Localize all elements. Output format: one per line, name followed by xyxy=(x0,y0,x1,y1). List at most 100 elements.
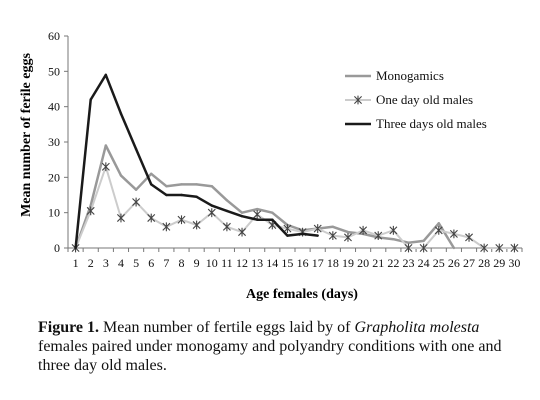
data-point-marker xyxy=(328,231,337,241)
y-tick-label: 20 xyxy=(48,170,60,184)
caption-text-1: Mean number of fertile eggs laid by of xyxy=(99,319,355,336)
x-tick-label: 5 xyxy=(133,256,139,270)
data-point xyxy=(422,239,425,243)
data-point-marker xyxy=(253,210,262,219)
data-point-marker xyxy=(419,243,428,253)
data-point-marker xyxy=(404,243,413,253)
x-tick-label: 25 xyxy=(433,256,445,270)
data-point xyxy=(134,188,138,191)
x-tick-label: 28 xyxy=(478,256,490,270)
data-point-marker xyxy=(343,233,352,242)
data-point xyxy=(452,246,456,250)
data-point xyxy=(392,237,395,241)
data-point xyxy=(255,218,259,221)
data-point xyxy=(240,211,244,214)
x-tick-label: 29 xyxy=(493,256,505,270)
data-point-marker xyxy=(132,197,141,207)
x-tick-label: 23 xyxy=(403,256,415,270)
x-tick-label: 9 xyxy=(194,256,200,270)
series-three-days-old-males xyxy=(74,73,319,250)
data-point-marker xyxy=(116,213,125,223)
x-tick-label: 19 xyxy=(342,256,354,270)
data-point xyxy=(210,204,213,207)
y-tick-label: 0 xyxy=(54,241,60,255)
y-tick-label: 30 xyxy=(48,135,60,149)
data-point xyxy=(119,174,123,177)
data-point-marker xyxy=(510,243,519,253)
legend-marker xyxy=(354,95,362,105)
data-point-marker xyxy=(177,215,186,225)
data-point xyxy=(150,172,153,175)
data-point-marker xyxy=(465,233,474,242)
data-point xyxy=(271,218,274,221)
data-point xyxy=(165,184,168,188)
data-point xyxy=(104,144,108,147)
data-point xyxy=(210,184,213,188)
figure-caption: Figure 1. Mean number of fertile eggs la… xyxy=(38,318,528,375)
x-tick-label: 2 xyxy=(88,256,94,270)
data-point-marker xyxy=(495,243,504,253)
data-point-marker xyxy=(449,229,458,239)
x-tick-label: 14 xyxy=(266,256,278,270)
data-point-marker xyxy=(374,231,383,241)
y-tick-label: 40 xyxy=(48,100,60,114)
data-point-marker xyxy=(238,227,247,237)
data-point-marker xyxy=(283,224,292,233)
data-point xyxy=(225,209,229,213)
x-tick-label: 24 xyxy=(418,256,430,270)
data-point-marker xyxy=(86,206,95,216)
x-tick-label: 6 xyxy=(148,256,154,270)
legend-label: Three days old males xyxy=(376,116,487,131)
x-tick-label: 4 xyxy=(118,256,124,270)
data-point-marker xyxy=(434,225,443,235)
data-point-marker xyxy=(192,220,201,230)
x-tick-label: 7 xyxy=(163,256,169,270)
x-tick-label: 15 xyxy=(281,256,293,270)
x-tick-label: 27 xyxy=(463,256,475,270)
data-point xyxy=(89,98,92,101)
x-tick-label: 16 xyxy=(297,256,309,270)
x-tick-label: 21 xyxy=(372,256,384,270)
y-axis-label: Mean number of ferile eggs xyxy=(19,53,34,217)
y-tick-label: 10 xyxy=(48,206,60,220)
x-tick-label: 12 xyxy=(236,256,248,270)
legend-label: Monogamics xyxy=(376,68,444,83)
x-tick-label: 8 xyxy=(179,256,185,270)
data-point xyxy=(104,73,108,77)
chart-legend: Monogamics One day old males Three days ol… xyxy=(345,68,487,131)
data-point xyxy=(407,241,410,244)
caption-label: Figure 1. xyxy=(38,319,100,336)
series-monogamics xyxy=(74,144,456,250)
x-tick-label: 30 xyxy=(508,256,520,270)
data-point xyxy=(165,193,168,197)
x-tick-label: 10 xyxy=(206,256,218,270)
data-point-marker xyxy=(359,225,368,235)
y-tick-label: 50 xyxy=(48,64,60,78)
data-point xyxy=(240,215,244,218)
data-point xyxy=(271,211,274,214)
data-point-marker xyxy=(101,162,110,172)
data-point xyxy=(195,195,198,198)
data-point xyxy=(437,222,440,225)
data-point-marker xyxy=(207,208,216,218)
data-point-marker xyxy=(147,213,156,223)
data-point-marker xyxy=(162,222,171,232)
data-point xyxy=(150,183,153,186)
data-point-marker xyxy=(222,222,231,232)
legend-label: One day old males xyxy=(376,92,473,107)
series-one-day-old-males xyxy=(71,162,519,253)
data-point xyxy=(195,183,198,186)
data-point xyxy=(180,183,183,186)
data-point xyxy=(301,232,304,236)
data-point xyxy=(346,230,350,234)
x-tick-label: 20 xyxy=(357,256,369,270)
x-axis-label: Age females (days) xyxy=(246,287,358,302)
chart-series xyxy=(71,73,519,253)
data-point xyxy=(286,234,289,237)
data-point xyxy=(331,225,335,228)
data-point xyxy=(255,207,259,211)
x-tick-label: 11 xyxy=(221,256,233,270)
y-tick-label: 60 xyxy=(48,29,60,43)
data-point xyxy=(180,193,183,197)
